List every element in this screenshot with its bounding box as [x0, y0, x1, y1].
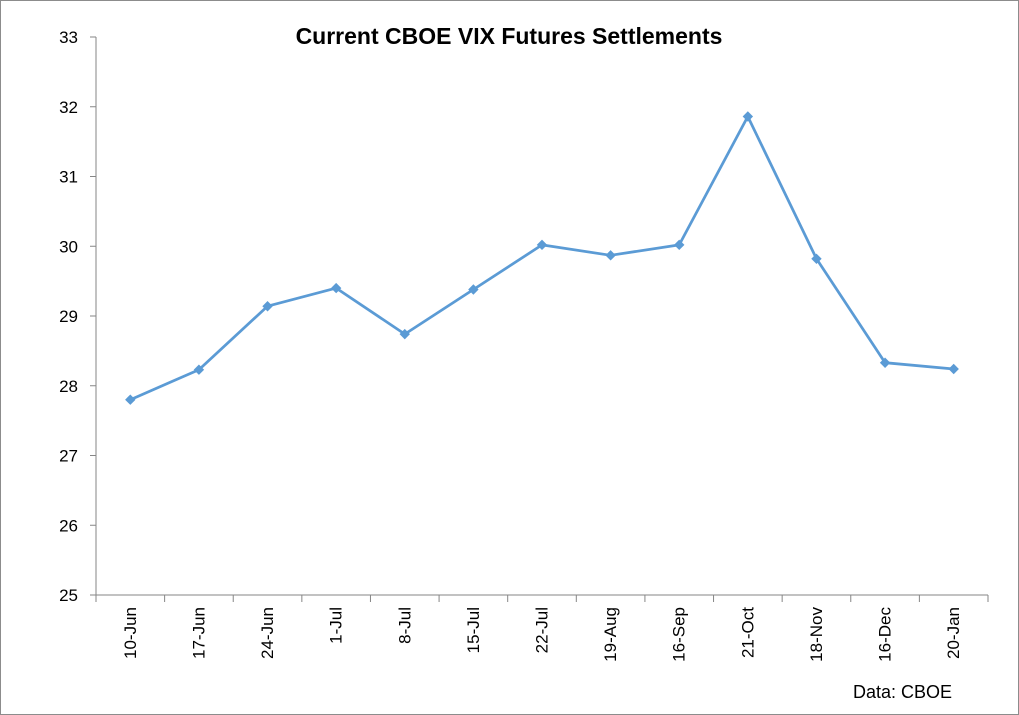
- x-axis: 10-Jun 17-Jun 24-Jun 1-Jul 8-Jul 15-Jul 22-Jul…: [95, 594, 989, 662]
- data-point-marker: [536, 239, 548, 251]
- y-tick-label: 30: [59, 237, 78, 256]
- x-tick-label: 24-Jun: [258, 607, 277, 659]
- data-point-marker: [811, 253, 822, 265]
- x-tick-label: 10-Jun: [121, 607, 140, 659]
- data-point-marker: [262, 301, 273, 312]
- y-tick-label: 31: [59, 168, 78, 187]
- y-tick-label: 27: [59, 447, 78, 466]
- x-tick-label: 15-Jul: [464, 607, 483, 653]
- data-point-marker: [330, 282, 342, 294]
- data-point-marker: [742, 111, 754, 122]
- x-tick-label: 8-Jul: [395, 607, 414, 644]
- data-point-marker: [948, 363, 959, 375]
- y-tick-label: 29: [59, 307, 78, 326]
- data-point-marker: [879, 357, 891, 368]
- y-tick-label: 28: [59, 377, 78, 396]
- data-point-marker: [125, 394, 136, 405]
- y-axis: 25 26 27 28 29 30 31 32 33: [59, 28, 97, 605]
- y-tick-label: 25: [59, 586, 78, 605]
- x-tick-label: 1-Jul: [327, 607, 346, 644]
- data-point-marker: [674, 239, 685, 251]
- series-line: [129, 115, 954, 401]
- source-note: Data: CBOE: [853, 682, 952, 702]
- x-tick-label: 22-Jul: [533, 607, 552, 653]
- x-tick-label: 21-Oct: [738, 607, 757, 658]
- series-line-group: [125, 111, 959, 405]
- x-tick-label: 16-Sep: [670, 607, 689, 662]
- y-tick-label: 26: [59, 516, 78, 535]
- x-tick-label: 16-Dec: [876, 607, 895, 662]
- chart-title: Current CBOE VIX Futures Settlements: [296, 23, 723, 49]
- x-tick-label: 17-Jun: [189, 607, 208, 659]
- data-point-marker: [468, 284, 479, 295]
- data-point-marker: [605, 250, 616, 261]
- data-point-marker: [399, 328, 410, 340]
- y-tick-label: 33: [59, 28, 78, 47]
- data-point-marker: [193, 364, 205, 375]
- x-tick-label: 18-Nov: [807, 607, 826, 662]
- y-tick-label: 32: [59, 98, 78, 117]
- x-tick-label: 19-Aug: [601, 607, 620, 662]
- x-tick-label: 20-Jan: [944, 607, 963, 659]
